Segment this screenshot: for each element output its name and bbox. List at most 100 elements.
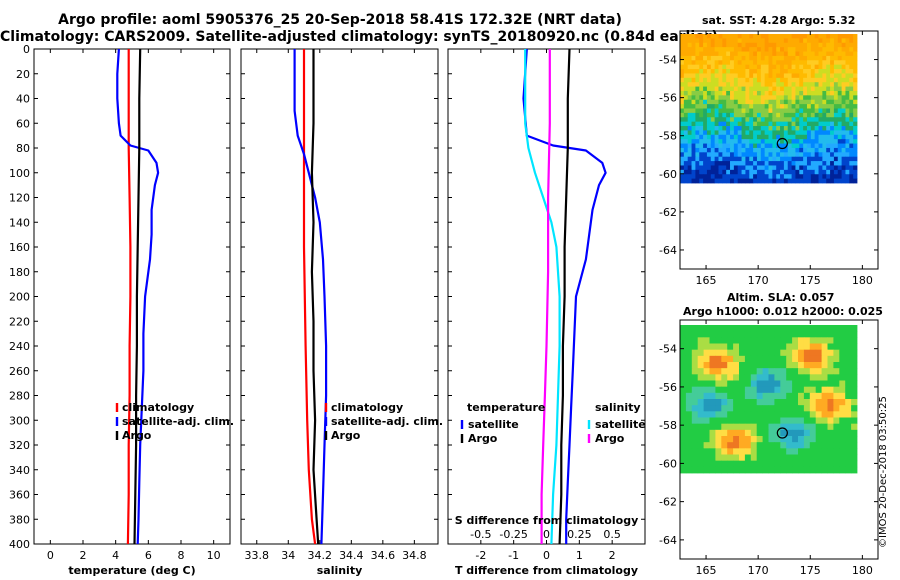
heat-cell bbox=[727, 460, 734, 468]
heat-cell bbox=[703, 60, 708, 66]
heat-cell bbox=[756, 454, 763, 462]
heat-cell bbox=[783, 108, 789, 114]
heat-cell bbox=[722, 121, 727, 127]
heat-cell bbox=[849, 69, 854, 74]
heat-cell bbox=[760, 165, 766, 171]
heat-cell bbox=[787, 51, 792, 57]
x-tick-label: 10 bbox=[207, 549, 221, 562]
heat-cell bbox=[722, 95, 727, 101]
heat-cell bbox=[791, 165, 796, 171]
heat-cell bbox=[833, 386, 840, 394]
heat-cell bbox=[814, 104, 819, 109]
heat-cell bbox=[685, 448, 693, 455]
heat-cell bbox=[683, 90, 689, 96]
heat-cell bbox=[709, 337, 716, 344]
heat-cell bbox=[768, 90, 773, 96]
heat-cell bbox=[833, 169, 839, 175]
heat-cell bbox=[768, 374, 775, 381]
heat-cell bbox=[818, 90, 823, 96]
heat-cell bbox=[799, 156, 804, 162]
heat-cell bbox=[722, 47, 727, 52]
heat-cell bbox=[710, 42, 716, 48]
heat-cell bbox=[853, 169, 858, 175]
heat-cell bbox=[803, 126, 808, 131]
heat-cell bbox=[687, 161, 692, 166]
heat-cell bbox=[680, 436, 687, 443]
heat-cell bbox=[792, 392, 799, 400]
heat-cell bbox=[744, 368, 752, 375]
heat-cell bbox=[687, 82, 692, 87]
sla-map-frame bbox=[679, 319, 879, 560]
heat-cell bbox=[774, 343, 781, 351]
heat-cell bbox=[845, 178, 850, 184]
heat-cell bbox=[687, 117, 692, 123]
heat-cell bbox=[691, 95, 696, 101]
heat-cell bbox=[803, 38, 808, 44]
heat-cell bbox=[772, 147, 777, 153]
heat-cell bbox=[695, 178, 700, 184]
heat-cell bbox=[827, 423, 834, 431]
heat-cell bbox=[715, 368, 722, 375]
heat-cell bbox=[714, 38, 719, 44]
heat-cell bbox=[791, 147, 796, 153]
heat-cell bbox=[739, 399, 746, 406]
y-tick-label: -56 bbox=[659, 92, 677, 105]
heat-cell bbox=[687, 121, 692, 127]
heat-cell bbox=[792, 399, 799, 406]
heat-cell bbox=[733, 99, 739, 105]
heat-cell bbox=[806, 178, 812, 184]
heat-cell bbox=[733, 368, 740, 375]
heat-cell bbox=[733, 448, 740, 455]
heat-cell bbox=[715, 405, 722, 412]
heat-cell bbox=[803, 448, 811, 455]
heat-cell bbox=[845, 380, 852, 388]
heat-cell bbox=[727, 362, 734, 369]
heat-cell bbox=[837, 139, 843, 144]
heat-cell bbox=[799, 73, 804, 79]
heat-cell bbox=[803, 454, 811, 462]
heat-cell bbox=[827, 454, 834, 462]
heat-cell bbox=[715, 337, 722, 344]
heat-cell bbox=[786, 337, 793, 344]
heat-cell bbox=[753, 156, 758, 162]
heat-cell bbox=[718, 34, 723, 39]
heat-cell bbox=[733, 460, 740, 468]
heat-cell bbox=[810, 117, 816, 123]
heat-cell bbox=[803, 86, 808, 92]
heat-cell bbox=[841, 117, 846, 123]
heat-cell bbox=[722, 147, 727, 153]
heat-cell bbox=[795, 73, 800, 79]
heat-cell bbox=[780, 368, 787, 375]
heat-cell bbox=[826, 77, 831, 83]
heat-cell bbox=[845, 77, 850, 83]
heat-cell bbox=[764, 51, 769, 57]
heat-cell bbox=[815, 436, 822, 443]
heat-cell bbox=[841, 77, 846, 83]
y-tick-label: 220 bbox=[9, 315, 30, 328]
heat-cell bbox=[803, 349, 811, 357]
heat-cell bbox=[695, 174, 700, 180]
heat-cell bbox=[803, 42, 808, 48]
heat-cell bbox=[687, 139, 692, 144]
heat-cell bbox=[683, 47, 689, 52]
heat-cell bbox=[822, 147, 827, 153]
y-tick-label: 80 bbox=[16, 142, 30, 155]
heat-cell bbox=[851, 355, 858, 363]
heat-cell bbox=[787, 121, 792, 127]
heat-cell bbox=[792, 417, 799, 425]
heat-cell bbox=[841, 55, 846, 61]
heat-cell bbox=[756, 147, 762, 153]
heat-cell bbox=[722, 34, 727, 39]
heat-cell bbox=[714, 95, 719, 101]
heat-cell bbox=[827, 392, 834, 400]
y-tick-label: 180 bbox=[9, 266, 30, 279]
heat-cell bbox=[849, 47, 854, 52]
heat-cell bbox=[703, 466, 710, 474]
heat-cell bbox=[762, 417, 769, 425]
heat-cell bbox=[803, 95, 808, 101]
heat-cell bbox=[737, 161, 742, 166]
heat-cell bbox=[745, 139, 750, 144]
series-line bbox=[116, 48, 160, 545]
heat-cell bbox=[822, 112, 827, 118]
heat-cell bbox=[799, 143, 804, 149]
